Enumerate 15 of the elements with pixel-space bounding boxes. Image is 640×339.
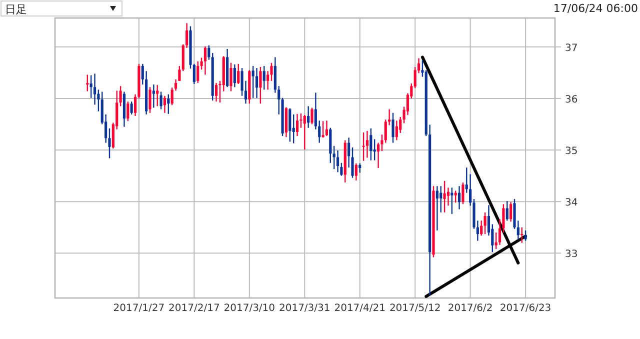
x-tick-label: 2017/6/23 [500,303,552,314]
x-tick-label: 2017/4/21 [334,303,386,314]
y-tick-label: 33 [565,249,578,260]
x-tick-label: 2017/3/31 [278,303,330,314]
y-tick-label: 35 [565,146,578,158]
text: 17/06/24 06:00 [553,2,638,15]
x-tick-label: 2017/3/10 [224,303,276,314]
x-tick-label: 2017/1/27 [113,303,165,314]
x-tick-label: 2017/5/12 [389,303,441,314]
chart-title: 日足 [5,3,27,16]
y-tick-label: 34 [565,198,578,209]
y-tick-label: 37 [565,42,578,54]
y-tick-label: 36 [565,94,578,106]
x-tick-label: 2017/2/17 [168,303,220,314]
x-tick-label: 2017/6/2 [448,303,493,314]
